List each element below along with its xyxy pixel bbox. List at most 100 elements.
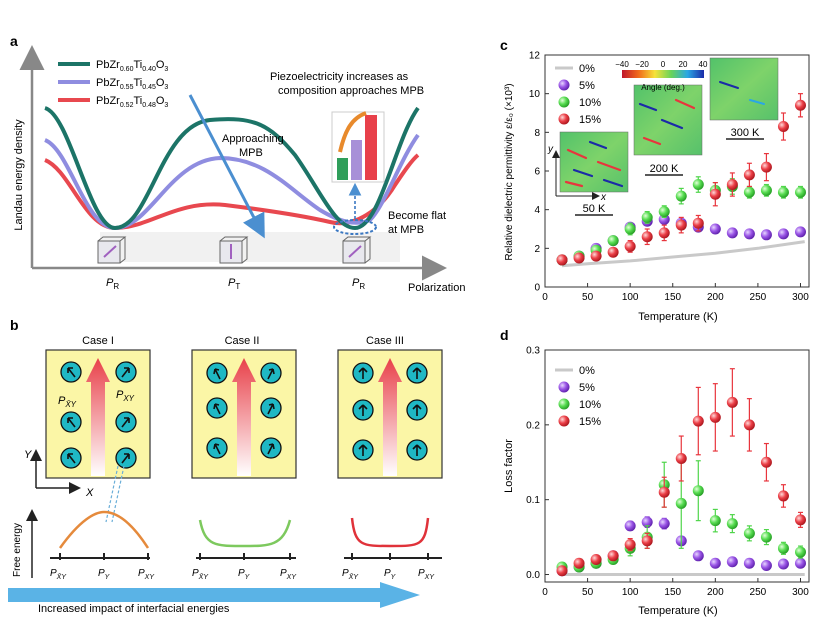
- data-point-5pct: [641, 516, 653, 528]
- y-tick-label: 4: [534, 205, 540, 216]
- data-point-15pct: [624, 240, 636, 252]
- energy-axis-case-2: [196, 553, 296, 560]
- colorbar-tick: 40: [699, 60, 708, 69]
- projection-line: [111, 465, 125, 523]
- data-point-5pct: [624, 520, 636, 532]
- legend-swatch: [558, 79, 570, 91]
- legend-label: 10%: [579, 97, 601, 109]
- panel-a-x-axis-label: Polarization: [408, 282, 465, 294]
- data-point-10pct: [675, 497, 687, 509]
- data-point-10pct: [794, 186, 806, 198]
- case-1-title: Case I: [82, 335, 114, 347]
- x-tick-label: 250: [750, 587, 767, 598]
- case-2-polarization-arrow: [232, 358, 256, 476]
- data-point-5pct: [692, 550, 704, 562]
- approaching-mpb-arrow: [188, 94, 265, 239]
- colorbar-tick: −40: [615, 60, 629, 69]
- inset-50k-image: [559, 131, 629, 193]
- inset-colorbar: [622, 70, 704, 78]
- data-point-15pct: [794, 514, 806, 526]
- piezo-note-line1: Piezoelectricity increases as: [270, 71, 409, 83]
- energy-curve-case-3: [350, 517, 430, 548]
- inset-300k-image: [709, 57, 779, 121]
- x-tick-label: 0: [542, 587, 548, 598]
- data-point-15pct: [777, 490, 789, 502]
- panel-c-legend: 0% 5% 10% 15%: [555, 63, 601, 126]
- data-point-10pct: [692, 179, 704, 191]
- data-point-10pct: [675, 190, 687, 202]
- data-point-15pct: [760, 161, 772, 173]
- data-point-10pct: [709, 515, 721, 527]
- energy-axis-case-1: [50, 553, 150, 560]
- data-point-15pct: [675, 453, 687, 465]
- panel-d-y-axis-label: Loss factor: [503, 439, 515, 493]
- piezo-note-line2: composition approaches MPB: [278, 85, 424, 97]
- panel-d-label: d: [500, 327, 509, 343]
- panel-a-y-axis-label: Landau energy density: [13, 119, 25, 231]
- x-tick-label: 150: [664, 292, 681, 303]
- case-3-title: Case III: [366, 335, 404, 347]
- legend-swatch: [558, 381, 570, 393]
- tick-pr-left: PR: [106, 277, 119, 291]
- series-line-0pct: [561, 240, 805, 268]
- dipole: [206, 437, 228, 459]
- inset-300k-domains: [719, 81, 765, 105]
- case-1-dipoles: [60, 361, 137, 469]
- data-point-10pct: [624, 223, 636, 235]
- tick-pr-right: PR: [352, 277, 365, 291]
- data-point-15pct: [607, 550, 619, 562]
- case-1-p-xy-label: PXY: [116, 389, 135, 403]
- legend-label-3: PbZr0.52Ti0.48O3: [96, 95, 168, 109]
- case-1-p-xbar-y-label: PX̄Y: [58, 395, 77, 409]
- panel-c-label: c: [500, 37, 508, 53]
- data-point-10pct: [794, 546, 806, 558]
- piezo-bar-icon: [331, 111, 385, 183]
- case-3-tick-py: PY: [384, 568, 397, 581]
- x-tick-label: 100: [622, 587, 639, 598]
- x-tick-label: 150: [664, 587, 681, 598]
- data-point-15pct: [675, 219, 687, 231]
- panel-d-x-axis-label: Temperature (K): [638, 605, 717, 617]
- data-point-15pct: [624, 539, 636, 551]
- data-point-10pct: [692, 485, 704, 497]
- legend-label: 5%: [579, 80, 595, 92]
- dipole: [406, 399, 428, 421]
- data-point-5pct: [709, 557, 721, 569]
- data-point-5pct: [777, 558, 789, 570]
- unit-cell-t: [219, 236, 249, 264]
- data-point-15pct: [556, 565, 568, 577]
- panel-b-axis-x-label: X: [85, 487, 94, 499]
- case-1-polarization-arrow: [86, 358, 110, 476]
- inset-axis-x-label: x: [600, 192, 607, 203]
- data-point-10pct: [607, 235, 619, 247]
- data-point-15pct: [777, 121, 789, 133]
- dipole: [115, 361, 137, 383]
- data-point-15pct: [607, 246, 619, 258]
- data-point-5pct: [658, 213, 670, 225]
- x-tick-label: 100: [622, 292, 639, 303]
- panel-c-x-axis-label: Temperature (K): [638, 311, 717, 323]
- y-tick-label: 10: [529, 89, 541, 100]
- approaching-label-line1: Approaching: [222, 133, 284, 145]
- data-point-15pct: [641, 231, 653, 243]
- x-tick-label: 200: [707, 587, 724, 598]
- legend-label: 10%: [579, 399, 601, 411]
- legend-label-2: PbZr0.55Ti0.45O3: [96, 77, 168, 91]
- flat-label-line2: at MPB: [388, 224, 424, 236]
- x-tick-label: 250: [750, 292, 767, 303]
- case-3-polarization-arrow: [378, 358, 402, 476]
- colorbar-tick: 0: [661, 60, 666, 69]
- data-point-10pct: [641, 211, 653, 223]
- data-point-15pct: [726, 179, 738, 191]
- inset-label-50k: 50 K: [583, 203, 606, 215]
- icon-bar-1: [337, 158, 348, 180]
- unit-cell-r-left: [97, 236, 127, 264]
- data-point-5pct: [658, 518, 670, 530]
- case-3-tick-pxbary: PX̄Y: [342, 568, 359, 581]
- colorbar-label: Angle (deg.): [641, 83, 685, 92]
- dipole: [352, 399, 374, 421]
- inset-label-300k: 300 K: [731, 127, 760, 139]
